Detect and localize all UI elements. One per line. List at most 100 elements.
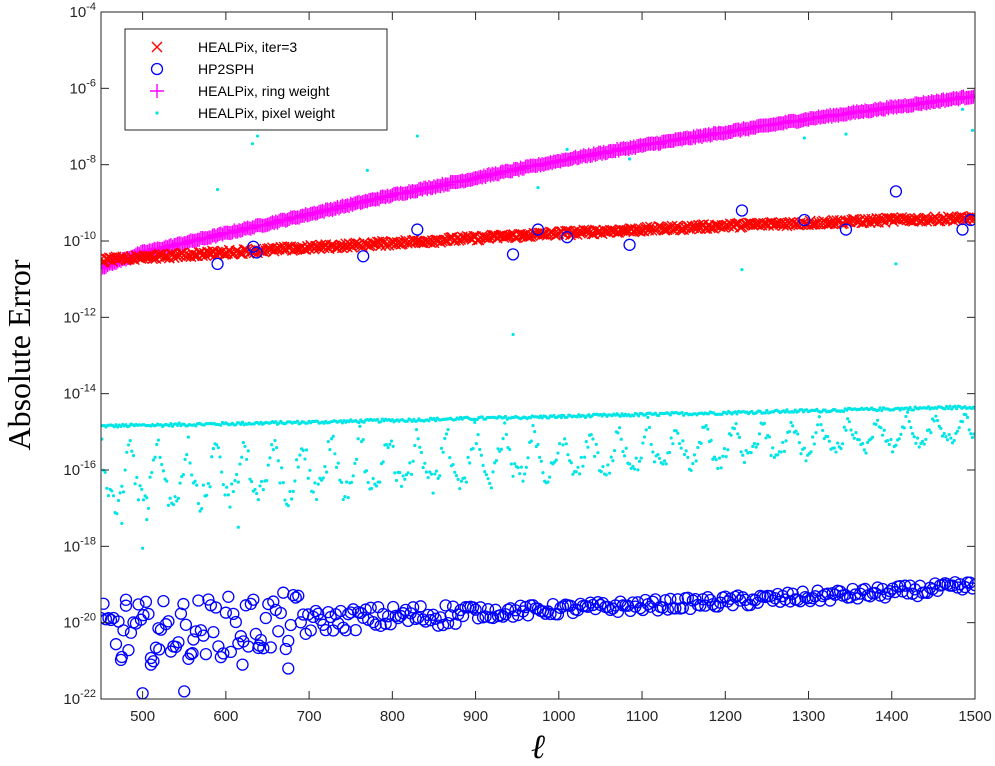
data-point (920, 439, 925, 443)
data-point (912, 435, 916, 439)
data-point (842, 425, 846, 429)
data-point (866, 440, 870, 445)
data-point (279, 642, 292, 656)
data-point (413, 443, 417, 448)
data-point (434, 469, 439, 473)
data-point (131, 454, 136, 458)
data-point (132, 251, 144, 263)
data-point (324, 470, 329, 474)
data-point (514, 599, 527, 612)
data-point (151, 458, 156, 462)
data-point (468, 461, 472, 465)
data-point (130, 449, 134, 453)
data-point (388, 442, 392, 447)
data-point (199, 647, 213, 661)
data-point (211, 447, 215, 451)
data-point (464, 480, 469, 484)
data-point (800, 408, 804, 412)
legend-label: HP2SPH (198, 61, 254, 77)
data-point (255, 134, 260, 138)
data-point (814, 431, 818, 435)
x-tick-label: 800 (380, 708, 405, 725)
data-point (230, 482, 234, 486)
data-point (776, 453, 780, 457)
data-point (929, 431, 933, 435)
data-point (414, 428, 419, 432)
data-point (771, 218, 783, 230)
data-point (319, 623, 332, 637)
data-point (479, 453, 483, 457)
data-point (725, 412, 729, 416)
data-point (157, 594, 170, 608)
data-point (456, 477, 460, 481)
data-point (839, 223, 853, 236)
data-point (548, 475, 552, 479)
data-point (408, 461, 412, 465)
data-point (362, 420, 366, 424)
data-point (280, 466, 284, 470)
data-point (704, 424, 708, 428)
data-point (436, 476, 440, 480)
data-point (740, 268, 744, 272)
data-point (894, 443, 898, 447)
legend-marker (150, 84, 164, 98)
data-point (174, 607, 188, 620)
data-point (964, 413, 968, 417)
data-point (927, 428, 931, 432)
data-point (176, 496, 181, 500)
data-point (587, 413, 591, 417)
data-point (222, 590, 235, 603)
data-point (331, 434, 335, 438)
data-point (236, 480, 240, 484)
data-point (295, 419, 300, 423)
data-point (752, 442, 757, 446)
y-tick-label: 10-14 (63, 383, 96, 403)
data-point (749, 218, 761, 230)
data-point (306, 476, 310, 480)
data-point (804, 459, 808, 463)
data-point (609, 455, 613, 459)
data-point (721, 454, 725, 458)
data-point (564, 442, 568, 446)
data-point (967, 428, 971, 432)
data-point (924, 437, 928, 441)
data-point (801, 592, 814, 605)
data-point (339, 480, 344, 484)
data-point (783, 410, 787, 414)
data-point (223, 493, 227, 497)
data-point (607, 471, 612, 475)
data-point (145, 496, 149, 500)
data-point (491, 470, 495, 474)
data-point (618, 414, 623, 418)
data-point (340, 421, 344, 425)
data-point (101, 437, 104, 441)
data-point (881, 433, 885, 437)
data-point (411, 459, 415, 463)
data-point (632, 414, 636, 418)
data-point (735, 204, 749, 217)
data-point (646, 415, 650, 419)
data-point (441, 617, 455, 630)
data-point (583, 455, 587, 459)
data-point (966, 89, 975, 104)
data-point (443, 436, 447, 441)
data-point (802, 136, 806, 140)
data-point (282, 662, 295, 675)
data-point (500, 231, 512, 243)
data-point (642, 435, 647, 439)
data-point (627, 157, 632, 161)
data-point (634, 456, 638, 460)
data-point (565, 147, 569, 151)
data-point (175, 247, 187, 259)
data-point (126, 443, 131, 447)
data-point (506, 248, 520, 261)
data-point (719, 466, 723, 470)
data-point (932, 419, 936, 423)
data-point (765, 408, 769, 413)
x-tick-label: 1400 (875, 708, 908, 725)
data-point (764, 436, 768, 440)
data-point (852, 436, 856, 440)
data-point (240, 420, 245, 424)
data-point (196, 501, 200, 506)
data-point (123, 253, 135, 265)
